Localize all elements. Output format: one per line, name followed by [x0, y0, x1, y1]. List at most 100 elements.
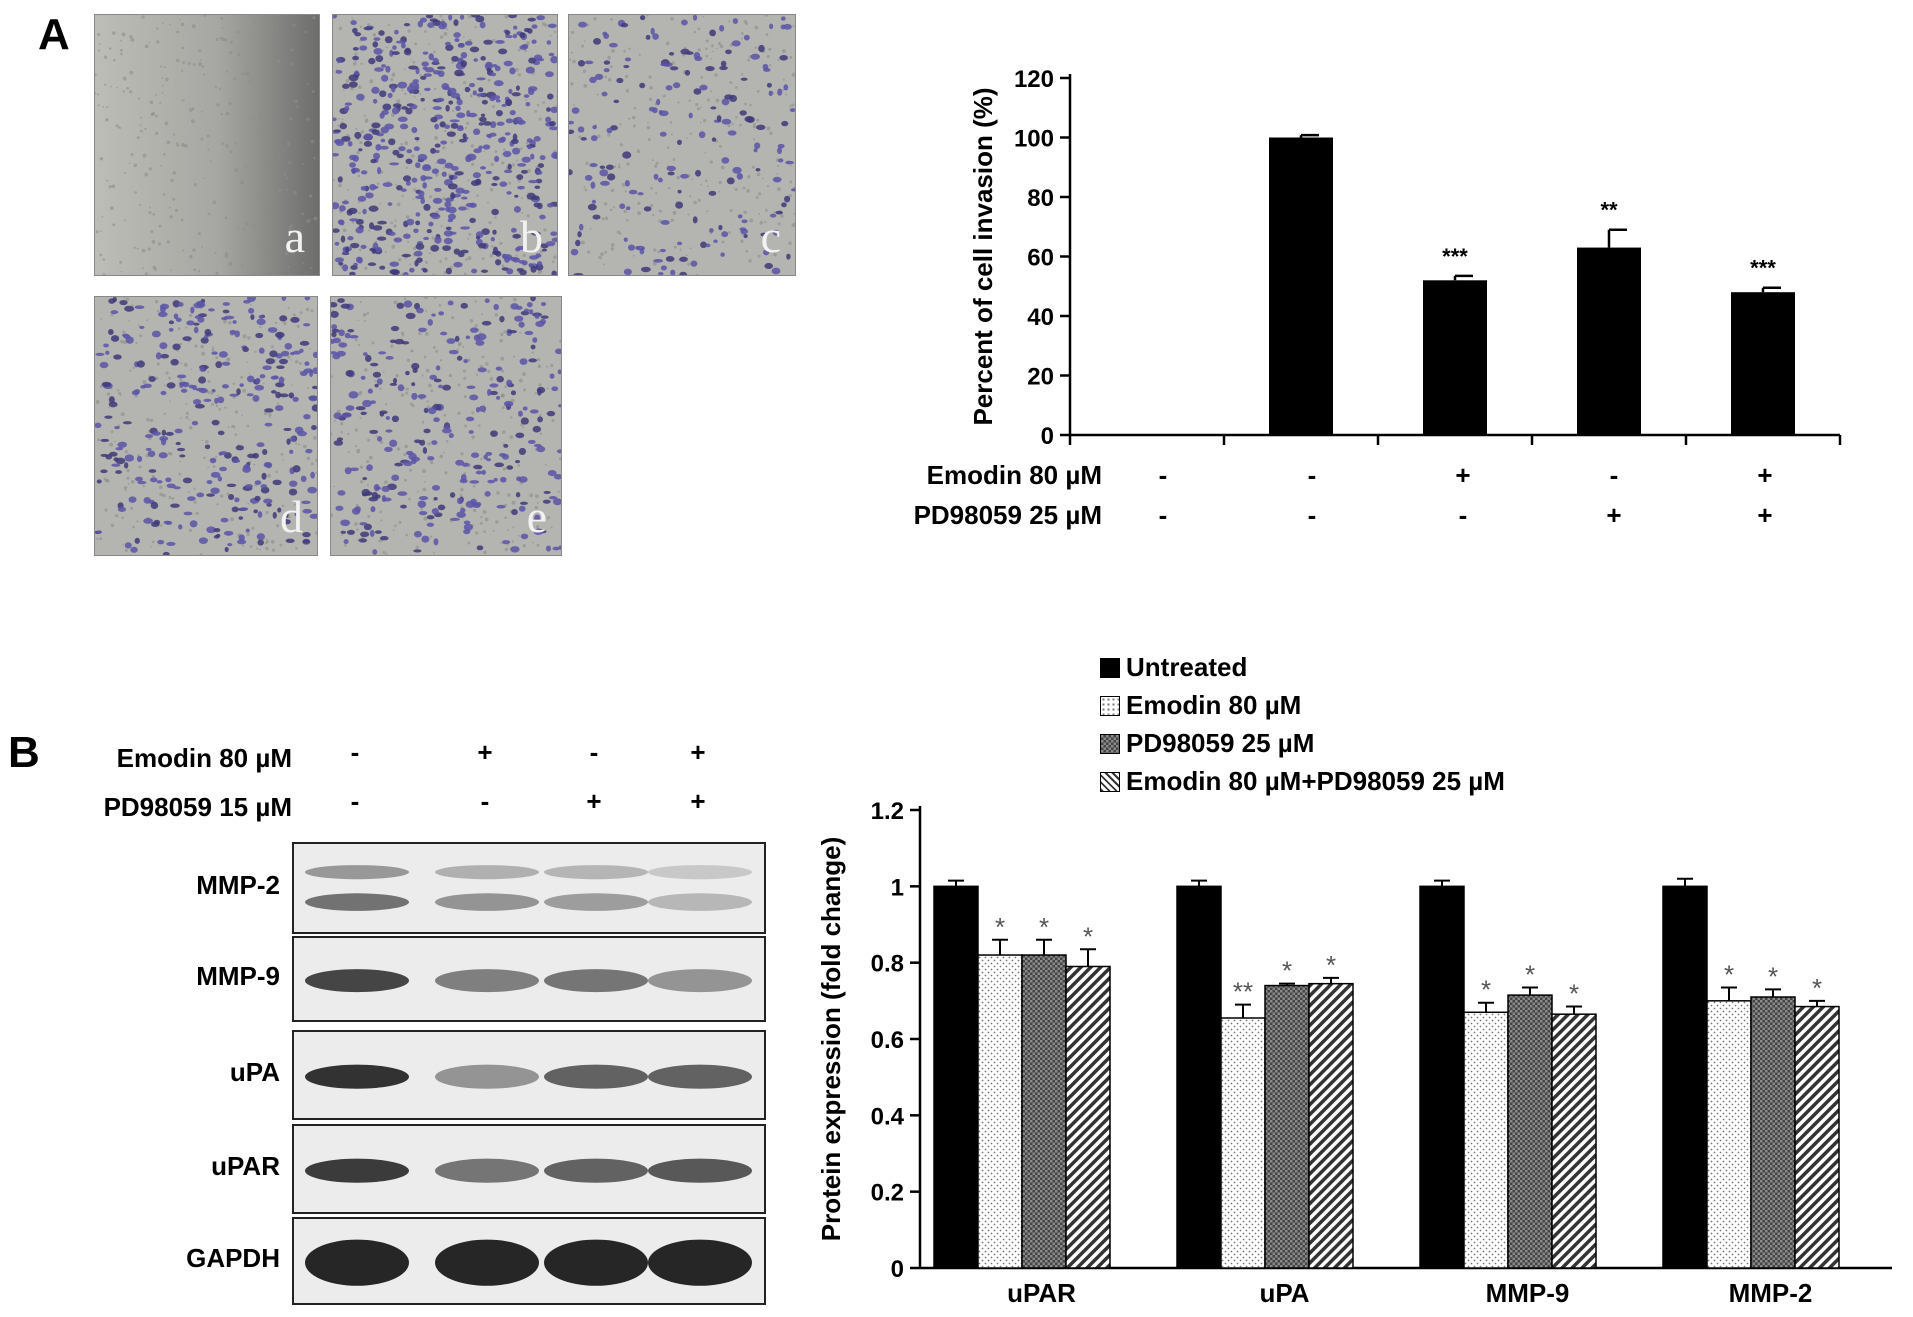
legend-swatch — [1100, 657, 1120, 678]
significance-label: *** — [1442, 244, 1468, 269]
micrograph-image — [95, 15, 318, 275]
significance-label: * — [1481, 975, 1491, 1005]
significance-label: * — [1039, 912, 1049, 942]
error-bar — [1721, 986, 1737, 1001]
blot-bands — [305, 969, 752, 993]
significance-label: * — [1083, 921, 1093, 951]
significance-label: * — [995, 912, 1005, 942]
protein-band — [305, 1239, 409, 1286]
micrograph-d: d — [94, 296, 318, 556]
micrograph-tag: b — [520, 211, 543, 262]
protein-band — [305, 969, 409, 993]
blot-label: uPA — [229, 1057, 280, 1087]
micrograph-image — [569, 15, 795, 275]
legend-label: Emodin 80 µM — [1126, 690, 1302, 720]
legend-item: Untreated — [1100, 652, 1247, 683]
micrograph-tag: c — [760, 211, 781, 262]
micrograph-image — [95, 297, 317, 555]
minus-sign: - — [1307, 500, 1317, 530]
protein-band — [435, 1158, 539, 1183]
minus-sign: - — [589, 737, 599, 767]
error-bar — [1522, 986, 1538, 996]
protein-band — [435, 969, 539, 993]
protein-band — [544, 1239, 648, 1286]
micrograph-image — [333, 15, 557, 275]
bar — [1507, 994, 1553, 1269]
error-bar — [1434, 879, 1450, 887]
x-tick-label: MMP-2 — [1729, 1278, 1813, 1308]
protein-band — [305, 893, 409, 911]
blot-label: GAPDH — [186, 1243, 280, 1273]
plus-sign: + — [1757, 500, 1773, 530]
bar — [1423, 280, 1487, 435]
bar — [1731, 292, 1795, 435]
legend-item: Emodin 80 µM — [1100, 690, 1301, 721]
micrograph-b: b — [332, 14, 558, 276]
error-bar — [1765, 988, 1781, 998]
error-bar — [1478, 1001, 1494, 1013]
legend-label: PD98059 25 µM — [1126, 728, 1315, 758]
micrograph-a: a — [94, 14, 320, 276]
micrograph-tag: e — [526, 491, 547, 542]
bar — [1463, 1011, 1509, 1269]
protein-band — [648, 1064, 752, 1089]
treatment-row-label: PD98059 15 µM — [103, 792, 292, 822]
micrograph-c: c — [568, 14, 796, 276]
protein-band — [544, 1064, 648, 1089]
bar — [1577, 247, 1641, 435]
error-bar — [948, 879, 964, 887]
y-tick-label: 40 — [1027, 304, 1054, 331]
minus-sign: - — [1158, 500, 1168, 530]
bar — [1269, 137, 1333, 435]
y-tick-label: 1 — [891, 874, 904, 901]
blot-label: uPAR — [211, 1151, 280, 1181]
protein-expression-chart: 00.20.40.60.811.2* * *uPAR*** *uPA***MMP-9*… — [816, 800, 1892, 1308]
x-tick-label: MMP-9 — [1486, 1278, 1570, 1308]
error-bar — [992, 938, 1008, 956]
error-bar — [1080, 948, 1096, 967]
protein-band — [648, 893, 752, 911]
protein-band — [648, 1239, 752, 1286]
significance-label: * — [1326, 950, 1336, 980]
bar — [1419, 885, 1465, 1269]
significance-label: * — [1812, 973, 1822, 1003]
y-tick-label: 20 — [1027, 364, 1054, 391]
bar — [1750, 996, 1796, 1269]
x-tick-label: uPAR — [1007, 1278, 1076, 1308]
error-bar — [1677, 877, 1693, 887]
error-bar — [1566, 1005, 1582, 1015]
error-bar — [1299, 133, 1319, 138]
minus-sign: - — [350, 737, 360, 767]
plus-sign: + — [477, 737, 493, 767]
protein-band — [435, 1064, 539, 1089]
bar — [1706, 1000, 1752, 1269]
plus-sign: + — [1455, 460, 1471, 490]
legend-swatch — [1100, 771, 1120, 792]
y-tick-label: 60 — [1027, 245, 1054, 272]
y-tick-label: 0.4 — [871, 1103, 905, 1130]
micrograph-e: e — [330, 296, 562, 556]
error-bar — [1453, 274, 1473, 281]
error-bar — [1036, 938, 1052, 956]
error-bar — [1279, 982, 1295, 986]
blot-label: MMP-2 — [196, 870, 280, 900]
significance-label: ** — [1233, 977, 1253, 1007]
micrograph-image — [331, 297, 561, 555]
plus-sign: + — [690, 786, 706, 816]
protein-band — [544, 865, 648, 880]
error-bar — [1809, 999, 1825, 1007]
y-axis-label: Percent of cell invasion (%) — [968, 87, 998, 425]
micrograph-tag: a — [284, 211, 305, 262]
bar — [933, 885, 979, 1269]
y-tick-label: 0.2 — [871, 1180, 904, 1207]
legend-label: Emodin 80 µM+PD98059 25 µM — [1126, 766, 1505, 796]
plus-sign: + — [1757, 460, 1773, 490]
blot-strip — [292, 1124, 766, 1214]
significance-label: * — [1768, 961, 1778, 991]
protein-band — [435, 865, 539, 880]
y-tick-label: 0.8 — [871, 951, 904, 978]
legend-swatch — [1100, 733, 1120, 754]
plus-sign: + — [1606, 500, 1622, 530]
significance-label: * — [1724, 959, 1734, 989]
